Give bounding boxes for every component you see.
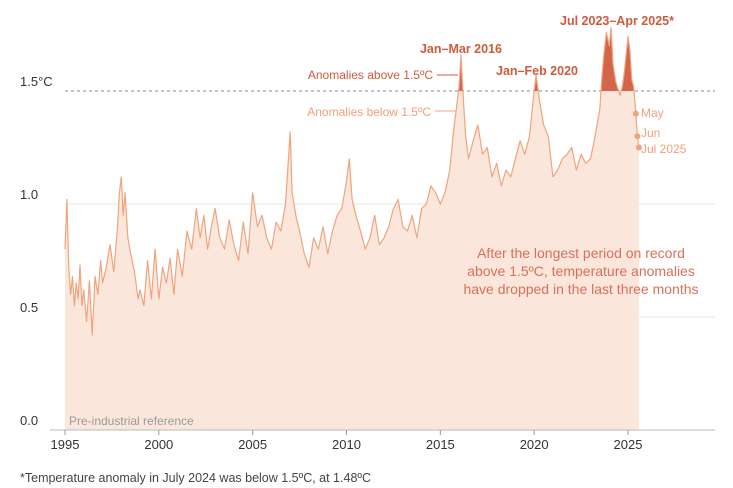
x-tick-label: 2000 [144, 437, 173, 452]
y-tick-label: 1.5°C [20, 74, 53, 89]
label-jun: Jun [641, 126, 660, 140]
recent-month-point [635, 144, 642, 151]
recent-month-point [632, 110, 639, 117]
anomalies-below-label: Anomalies below 1.5ºC [307, 105, 431, 119]
recent-month-point [634, 133, 641, 140]
footnote: *Temperature anomaly in July 2024 was be… [20, 471, 371, 485]
x-tick-label: 2020 [520, 437, 549, 452]
note-line-3: have dropped in the last three months [463, 281, 698, 297]
x-tick-label: 2010 [332, 437, 361, 452]
annotation-jan-mar-2016: Jan–Mar 2016 [420, 42, 502, 56]
annotation-jul2023-apr2025: Jul 2023–Apr 2025* [560, 14, 674, 28]
y-tick-label: 0.0 [20, 413, 38, 428]
x-tick-label: 1995 [51, 437, 80, 452]
anomaly-series-line [64, 27, 640, 336]
y-tick-label: 0.5 [20, 300, 38, 315]
x-tick-label: 2005 [238, 437, 267, 452]
pre-industrial-reference-label: Pre-industrial reference [69, 414, 194, 428]
x-tick-label: 2015 [426, 437, 455, 452]
label-jul-2025: Jul 2025 [641, 142, 687, 156]
y-tick-label: 1.0 [20, 187, 38, 202]
plot-area [64, 27, 642, 430]
anomalies-above-label: Anomalies above 1.5ºC [308, 68, 433, 82]
label-may: May [641, 106, 664, 120]
anomaly-area-fill [65, 27, 639, 430]
y-axis: 0.0 0.5 1.0 1.5°C [20, 74, 53, 428]
note-line-1: After the longest period on record [477, 245, 685, 261]
annotation-jan-feb-2020: Jan–Feb 2020 [496, 64, 578, 78]
x-axis: 1995 2000 2005 2010 2015 2020 2025 [50, 429, 715, 452]
x-tick-label: 2025 [614, 437, 643, 452]
note-line-2: above 1.5ºC, temperature anomalies [467, 263, 695, 279]
